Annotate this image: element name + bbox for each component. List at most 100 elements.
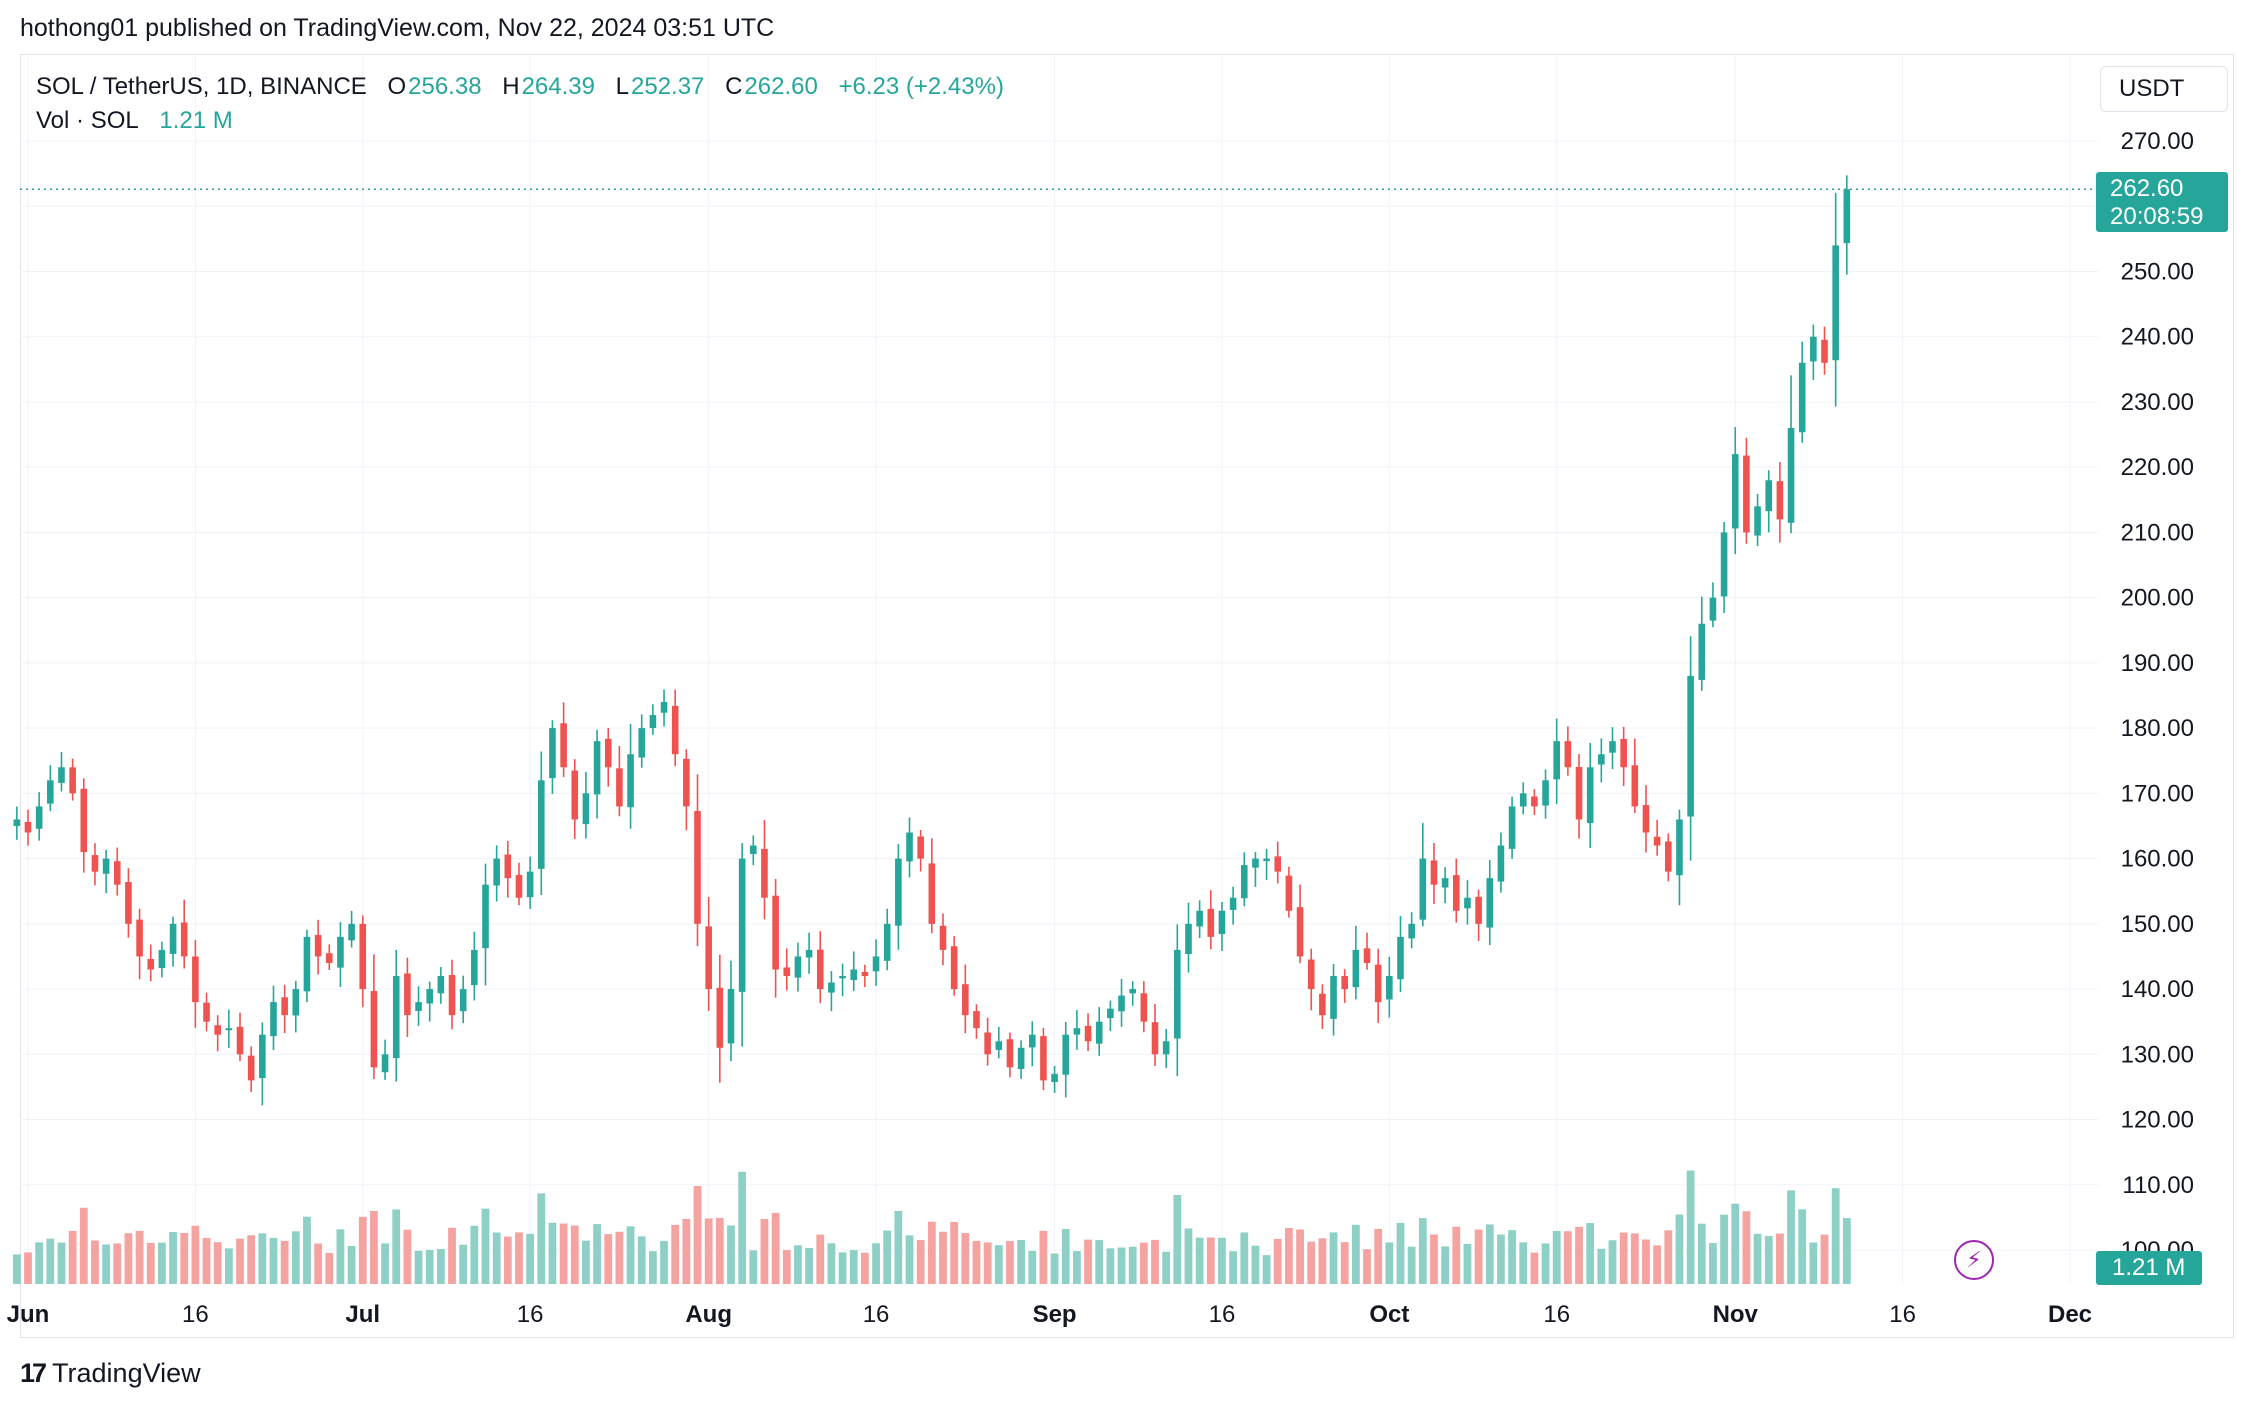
candle-body (1754, 506, 1761, 536)
price-tick-label: 120.00 (2121, 1107, 2194, 1134)
tradingview-logo[interactable]: 17 TradingView (20, 1358, 201, 1389)
candle-body (1129, 989, 1136, 994)
candle-body (493, 858, 500, 886)
volume-bar (983, 1242, 992, 1284)
candle-body (638, 728, 646, 758)
volume-bar (1128, 1246, 1137, 1284)
candle-body (805, 949, 813, 958)
volume-bar (883, 1230, 892, 1284)
volume-label[interactable]: Vol · SOL (36, 107, 139, 134)
candle-body (1196, 910, 1203, 927)
volume-bar (782, 1250, 791, 1284)
volume-bar (236, 1238, 244, 1284)
volume-bar (135, 1230, 144, 1284)
price-tick-label: 220.00 (2121, 454, 2194, 481)
candle-body (392, 976, 400, 1059)
volume-bar (950, 1221, 959, 1284)
candle-body (649, 715, 657, 729)
volume-bar (738, 1171, 747, 1284)
volume-bar (79, 1207, 88, 1284)
candle-body (1452, 875, 1460, 911)
volume-bar (1139, 1242, 1148, 1284)
volume-bar (12, 1254, 21, 1284)
candle-body (727, 989, 735, 1044)
volume-bar (1697, 1223, 1706, 1284)
candle-body (1631, 765, 1639, 807)
volume-bar (1072, 1251, 1081, 1284)
time-tick-label: 16 (1543, 1301, 1570, 1328)
candle-body (404, 973, 411, 1016)
high-value: 264.39 (521, 73, 595, 100)
candle-body (281, 997, 288, 1016)
candle-body (1386, 976, 1393, 1000)
lightning-icon[interactable]: ⚡ (1954, 1240, 1994, 1280)
candle-body (1776, 481, 1784, 520)
volume-bar (860, 1252, 869, 1284)
candle-body (1006, 1039, 1014, 1068)
volume-bar (1407, 1246, 1416, 1284)
candle-body (1363, 948, 1371, 963)
candle-body (1598, 754, 1605, 765)
volume-bar (1117, 1247, 1126, 1284)
volume-bar (648, 1251, 657, 1284)
volume-bar (582, 1240, 590, 1284)
candle-body (1787, 428, 1795, 523)
candle-body (1653, 836, 1661, 846)
time-tick-label: Aug (685, 1301, 732, 1328)
candle-body (337, 936, 344, 968)
time-tick-label: 16 (182, 1301, 209, 1328)
candle-body (1040, 1036, 1047, 1081)
candle-body (1028, 1034, 1036, 1048)
volume-bar (57, 1242, 66, 1284)
currency-button[interactable]: USDT (2100, 66, 2228, 112)
chart-panel[interactable] (20, 54, 2234, 1338)
volume-bar (370, 1210, 378, 1284)
candle-body (973, 1011, 980, 1029)
candle-body (962, 984, 969, 1016)
symbol-label[interactable]: SOL / TetherUS, 1D, BINANCE (36, 73, 367, 100)
volume-bar (1218, 1237, 1226, 1284)
volume-bar (202, 1237, 211, 1284)
high-label: H (502, 73, 520, 100)
candle-body (537, 780, 545, 869)
candle-body (348, 923, 355, 941)
time-tick-label: 16 (863, 1301, 890, 1328)
volume-bar (1452, 1226, 1461, 1284)
volume-bar (1753, 1233, 1762, 1284)
candle-body (136, 919, 143, 957)
volume-bar (1418, 1218, 1427, 1284)
candle-body (1553, 741, 1561, 780)
volume-bar (537, 1193, 546, 1284)
candle-body (91, 855, 99, 872)
time-tick-label: Jun (7, 1301, 50, 1328)
candle-body (69, 767, 76, 794)
volume-bar (102, 1244, 111, 1284)
last-price-tag: 262.60 20:08:59 (2096, 172, 2228, 232)
candle-body (1140, 993, 1148, 1022)
volume-bar (1485, 1224, 1494, 1284)
candle-body (80, 788, 88, 853)
change-value: +6.23 (+2.43%) (838, 73, 1004, 100)
close-value: 262.60 (744, 73, 818, 100)
candle-body (236, 1026, 244, 1055)
candle-body (906, 832, 913, 862)
candle-body (694, 811, 701, 924)
volume-bar (392, 1209, 401, 1284)
candle-body (1486, 878, 1494, 928)
candle-body (459, 989, 467, 1012)
candle-body (1252, 858, 1259, 868)
candle-body (1709, 597, 1717, 621)
price-axis: 270.00260.00250.00240.00230.00220.00210.… (2121, 128, 2194, 1264)
volume-bar (872, 1243, 880, 1284)
volume-bar (1017, 1240, 1026, 1284)
candle-body (1051, 1073, 1058, 1083)
volume-bar (615, 1231, 624, 1284)
volume-bar (358, 1216, 367, 1284)
candle-body (560, 723, 567, 768)
candle-body (1319, 993, 1326, 1016)
candle-body (627, 754, 634, 808)
volume-value: 1.21 M (159, 107, 233, 134)
volume-bar (46, 1238, 55, 1284)
candle-body (214, 1025, 221, 1035)
